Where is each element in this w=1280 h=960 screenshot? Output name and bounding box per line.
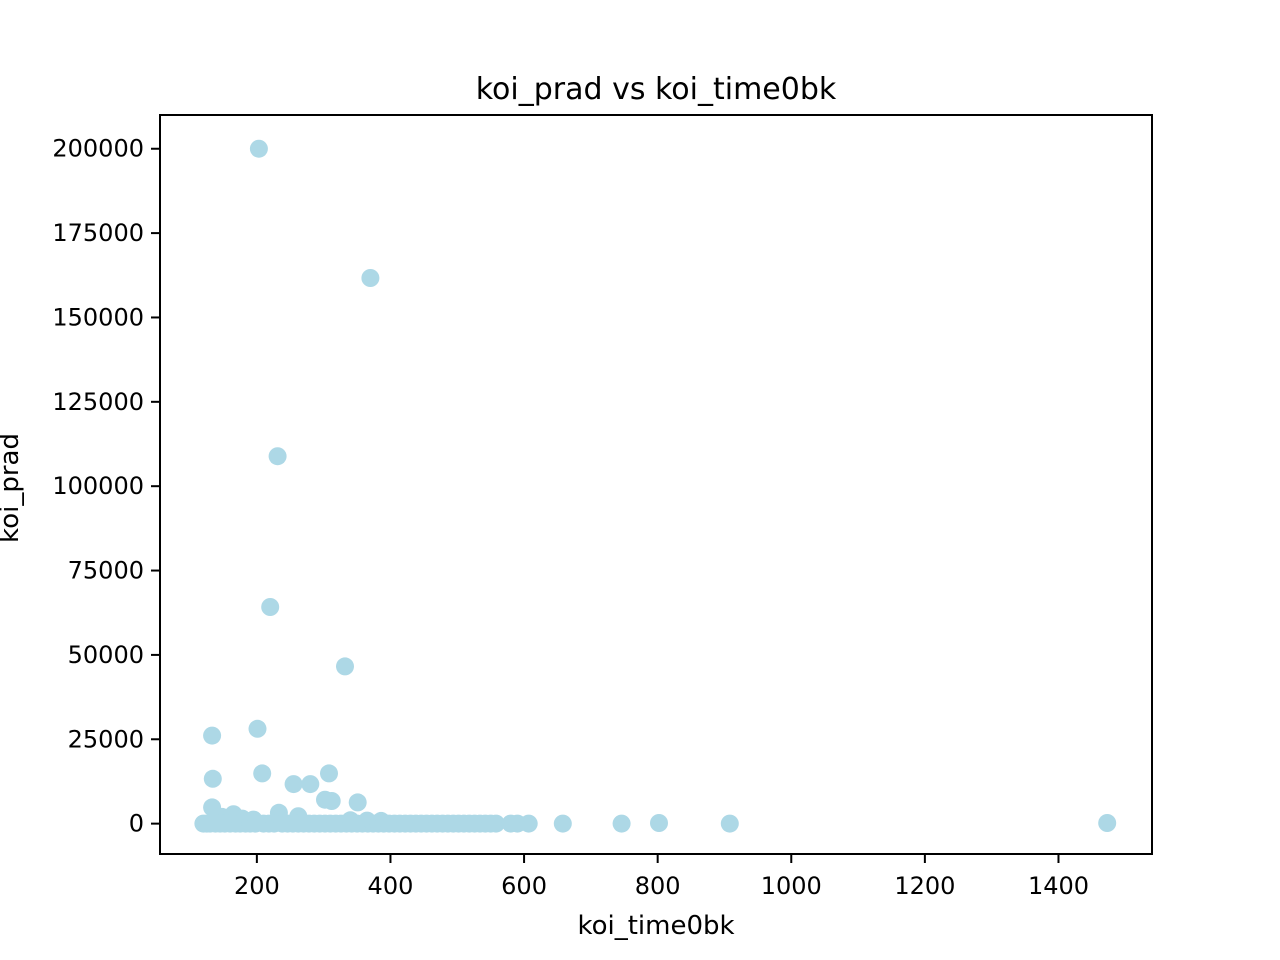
y-axis-label: koi_prad bbox=[0, 433, 25, 543]
scatter-point bbox=[612, 814, 631, 833]
y-tick-label: 0 bbox=[129, 810, 144, 838]
points-layer bbox=[194, 139, 1117, 833]
scatter-point bbox=[284, 775, 303, 794]
x-tick-label: 600 bbox=[501, 872, 547, 900]
scatter-point bbox=[261, 598, 280, 616]
y-tick-label: 150000 bbox=[52, 303, 144, 331]
scatter-point bbox=[248, 719, 267, 738]
scatter-point bbox=[249, 139, 268, 158]
y-tick-label: 50000 bbox=[68, 641, 144, 669]
x-axis-ticks: 200 400 600 800 1000 1200 1400 bbox=[234, 854, 1089, 900]
y-tick-label: 100000 bbox=[52, 472, 144, 500]
x-tick-label: 800 bbox=[635, 872, 681, 900]
y-tick-label: 175000 bbox=[52, 219, 144, 247]
scatter-point bbox=[336, 657, 354, 676]
scatter-point bbox=[203, 769, 222, 788]
scatter-point bbox=[519, 814, 538, 833]
scatter-point bbox=[487, 814, 505, 833]
scatter-point bbox=[301, 775, 320, 794]
y-axis-ticks: 0 25000 50000 75000 100000 125000 150000 175000… bbox=[52, 135, 160, 838]
scatter-point bbox=[253, 764, 272, 783]
x-tick-label: 200 bbox=[234, 872, 280, 900]
x-tick-label: 400 bbox=[368, 872, 414, 900]
y-tick-label: 75000 bbox=[68, 557, 144, 585]
x-axis-label: koi_time0bk bbox=[577, 911, 734, 941]
scatter-point bbox=[1098, 814, 1117, 832]
scatter-point bbox=[320, 764, 338, 783]
y-tick-label: 25000 bbox=[68, 725, 144, 753]
y-tick-label: 200000 bbox=[52, 135, 144, 163]
x-tick-label: 1400 bbox=[1028, 872, 1089, 900]
plot-frame bbox=[159, 114, 1153, 855]
scatter-point bbox=[203, 726, 222, 745]
chart-title: koi_prad vs koi_time0bk bbox=[476, 72, 837, 107]
scatter-point bbox=[553, 814, 572, 833]
scatter-point bbox=[348, 793, 367, 812]
y-tick-label: 125000 bbox=[52, 388, 144, 416]
x-tick-label: 1200 bbox=[894, 872, 955, 900]
scatter-point bbox=[361, 269, 380, 287]
scatter-point bbox=[322, 792, 341, 810]
scatter-point bbox=[268, 447, 287, 466]
scatter-point bbox=[720, 814, 739, 833]
scatter-point bbox=[650, 814, 668, 832]
x-tick-label: 1000 bbox=[761, 872, 822, 900]
